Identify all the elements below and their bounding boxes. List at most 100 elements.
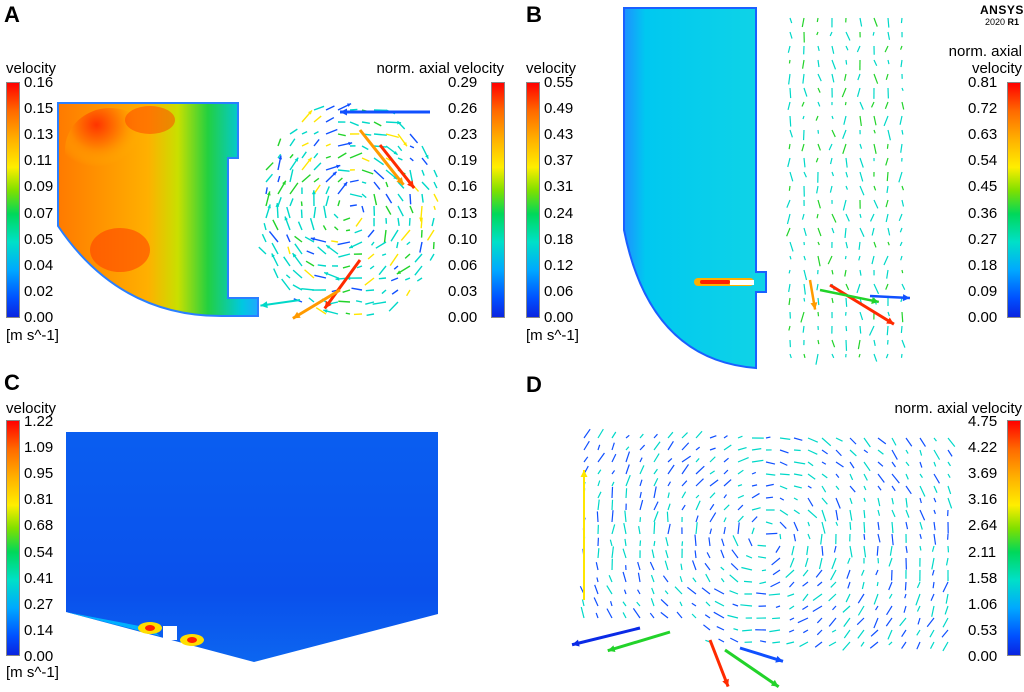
flow-vector <box>289 198 294 207</box>
flow-vector <box>639 491 642 499</box>
flow-vector <box>901 199 905 207</box>
flow-vector <box>292 288 341 320</box>
flow-vector <box>325 116 335 123</box>
flow-vector <box>821 461 827 465</box>
flow-vector <box>815 157 819 163</box>
flow-vector <box>361 157 370 162</box>
flow-vector <box>793 509 800 515</box>
flow-vector <box>397 157 403 161</box>
flow-vector <box>709 512 717 523</box>
flow-vector <box>337 152 347 159</box>
panel-label-a: A <box>4 2 20 27</box>
colorbar-tick-label: 0.07 <box>24 204 54 222</box>
flow-vector <box>807 461 814 467</box>
flow-vector <box>765 483 774 487</box>
flow-vector <box>349 193 363 198</box>
flow-vector <box>597 428 604 439</box>
flow-vector <box>367 229 375 238</box>
flow-vector <box>638 526 641 535</box>
flow-vector <box>816 17 819 23</box>
flow-vector <box>281 278 291 291</box>
flow-vector <box>625 446 630 451</box>
flow-vector <box>304 236 315 243</box>
flow-vector <box>313 105 325 111</box>
flow-vector <box>821 497 828 505</box>
colorbar-tick-label: 0.27 <box>968 230 998 248</box>
flow-vector <box>891 449 898 460</box>
flow-vector <box>709 447 716 451</box>
flow-vector <box>611 546 614 559</box>
flow-vector <box>705 573 711 583</box>
flow-vector <box>803 87 808 97</box>
flow-vector-head <box>260 301 268 309</box>
flow-vector <box>623 523 627 535</box>
flow-vector <box>391 289 399 295</box>
flow-vector <box>816 617 823 624</box>
flow-vector <box>786 641 795 645</box>
flow-vector <box>819 288 880 304</box>
colorbar-tick-label: 0.18 <box>968 256 998 274</box>
colorbar-tick-label: 0.54 <box>24 543 54 561</box>
flow-vector <box>831 73 835 83</box>
flow-vector <box>807 533 811 540</box>
flow-vector <box>287 246 291 255</box>
flow-vector <box>875 605 879 611</box>
flow-vector <box>706 552 711 559</box>
flow-vector <box>769 629 781 633</box>
flow-vector <box>361 169 374 175</box>
flow-vector <box>919 437 926 447</box>
flow-vector <box>724 648 780 688</box>
flow-vector <box>381 289 387 295</box>
flow-vector <box>624 510 627 523</box>
flow-vector <box>835 497 841 509</box>
flow-vector <box>901 185 905 191</box>
flow-vector <box>737 494 744 499</box>
flow-vector <box>765 473 776 476</box>
flow-vector <box>409 193 412 205</box>
flow-vector <box>849 449 857 457</box>
flow-vector <box>901 311 904 323</box>
flow-vector <box>665 537 669 547</box>
flow-vector <box>789 353 792 359</box>
flow-vector-head <box>396 177 404 185</box>
d-axial-colorbar <box>1007 420 1021 656</box>
flow-vector <box>861 581 865 590</box>
flow-vector <box>606 608 613 619</box>
flow-vector <box>901 629 907 638</box>
flow-vector <box>793 437 803 441</box>
flow-vector-head <box>607 645 616 653</box>
flow-vector <box>833 545 837 553</box>
flow-vector-head <box>310 237 316 242</box>
flow-vector-head <box>294 157 299 162</box>
flow-vector <box>831 171 835 177</box>
flow-vector <box>779 509 789 516</box>
flow-vector <box>793 461 806 465</box>
flow-vector <box>681 480 688 487</box>
flow-vector <box>580 606 585 619</box>
flow-vector <box>793 497 798 501</box>
flow-vector <box>333 226 339 231</box>
flow-vector <box>845 59 848 65</box>
flow-vector <box>343 217 351 222</box>
flow-vector <box>571 626 641 647</box>
flow-vector <box>891 437 897 446</box>
flow-vector <box>877 509 881 516</box>
flow-vector <box>426 229 435 241</box>
colorbar-tick-label: 3.69 <box>968 465 998 483</box>
flow-vector <box>609 601 613 607</box>
flow-vector <box>857 73 861 81</box>
flow-vector <box>378 277 387 280</box>
flow-vector <box>919 449 923 456</box>
flow-vector <box>905 485 912 495</box>
flow-vector <box>667 481 672 487</box>
flow-vector <box>681 464 689 475</box>
flow-vector <box>779 521 787 529</box>
flow-vector <box>803 283 806 295</box>
flow-vector <box>703 624 711 631</box>
flow-vector <box>624 538 627 547</box>
colorbar-tick-label: 0.53 <box>968 621 998 639</box>
flow-vector-head <box>266 191 271 196</box>
colorbar-tick-label: 0.00 <box>24 308 54 326</box>
flow-vector <box>381 253 387 256</box>
flow-vector <box>901 339 906 348</box>
